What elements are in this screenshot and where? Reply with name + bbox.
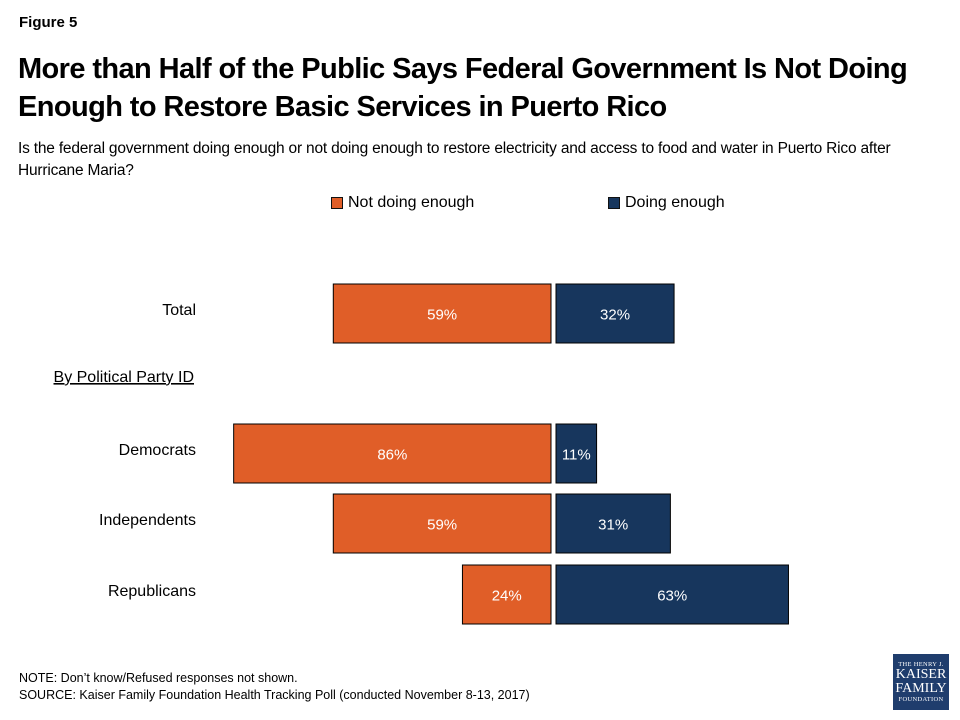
category-label: Democrats [119,442,196,459]
legend-swatch-not-enough [331,197,343,209]
legend-item-enough: Doing enough [608,194,725,212]
legend-label-not-enough: Not doing enough [348,194,475,211]
data-label-doing-enough: 63% [657,588,687,605]
legend-swatch-enough [608,197,620,209]
footer-source: SOURCE: Kaiser Family Foundation Health … [19,688,530,702]
data-label-doing-enough: 31% [598,517,628,534]
kff-logo: THE HENRY J. KAISER FAMILY FOUNDATION [893,654,949,710]
data-label-not-doing-enough: 59% [427,307,457,324]
data-label-not-doing-enough: 86% [377,447,407,464]
category-label: Republicans [108,583,196,600]
legend-label-enough: Doing enough [625,194,725,211]
legend-item-not-enough: Not doing enough [331,194,474,212]
logo-line-4: FOUNDATION [898,696,944,703]
figure-label: Figure 5 [19,14,78,31]
data-label-not-doing-enough: 24% [492,588,522,605]
category-label: Independents [99,512,196,529]
data-label-doing-enough: 11% [562,447,591,464]
logo-line-2: KAISER [895,667,947,682]
chart-subtitle: Is the federal government doing enough o… [18,140,891,179]
bar-doing-enough [555,423,598,484]
bar-doing-enough [555,493,671,554]
logo-line-1: THE HENRY J. [898,661,944,668]
bar-doing-enough [555,564,789,625]
bar-doing-enough [555,283,675,344]
bar-not-doing-enough [461,564,552,625]
bar-not-doing-enough [332,283,552,344]
bar-not-doing-enough [332,493,552,554]
chart-title: More than Half of the Public Says Federa… [18,53,908,123]
category-label: Total [162,302,196,319]
group-heading: By Political Party ID [54,369,194,386]
data-label-doing-enough: 32% [600,307,630,324]
footer-note: NOTE: Don’t know/Refused responses not s… [19,671,298,685]
logo-line-3: FAMILY [895,681,947,696]
data-label-not-doing-enough: 59% [427,517,457,534]
bar-not-doing-enough [233,423,552,484]
